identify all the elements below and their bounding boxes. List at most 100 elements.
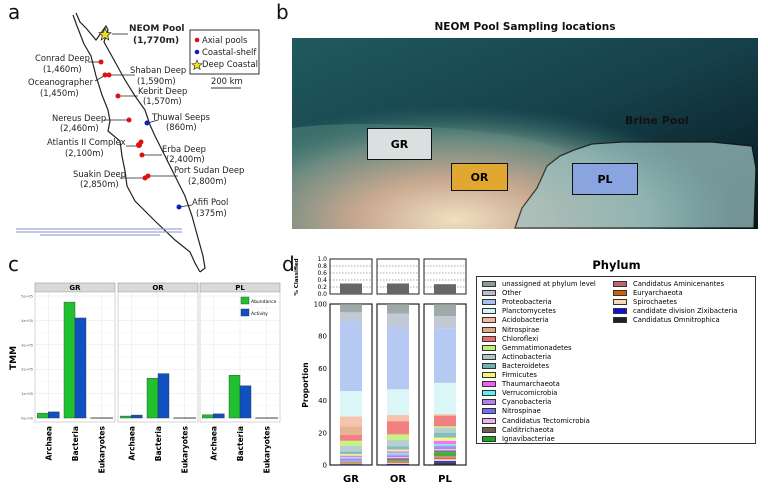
y-tick-label: 2e+05 [21,368,33,372]
stack-segment-OR-candidatus-tectomicrobia [387,456,409,459]
legend-label: Acidobacteria [502,316,549,325]
legend-label: Spirochaetes [633,298,678,307]
bar-GR-Archaea-abundance [37,412,49,419]
x-tick-label: Eukaryotes [98,425,107,473]
site-depth-port-sudan: (2,800m) [188,176,227,186]
top-y-tick-label: 0.6 [317,270,327,277]
stack-segment-PL-cyanobacteria [434,445,456,448]
legend-label: Gemmatimonadetes [502,343,572,352]
legend-label: Planctomycetes [502,307,556,316]
legend-item: Nitrospinae [482,407,541,415]
legend-item: Verrucomicrobia [482,389,557,397]
facet-label-PL: PL [235,284,245,292]
legend-label: Nitrospirae [502,325,540,334]
legend-item: unassigned at phylum level [482,280,596,288]
y-tick-label: 4e+05 [21,319,33,323]
star-icon [98,27,112,41]
stack-segment-PL-unassigned-at-phylum-level [434,304,456,317]
top-y-tick-label: 1.0 [317,256,327,263]
phylum-stacked-chart: % Classified Proportion 0.00.20.40.60.81.0… [294,256,467,485]
site-dot-erba [139,152,145,158]
legend-label: Proteobacteria [502,298,552,307]
site-dot-atlantis-2 [138,139,144,145]
stack-segment-GR-cyanobacteria [340,458,362,460]
legend-label: candidate division Zixibacteria [633,307,738,316]
legend-swatch [482,362,496,369]
panel-label-a: a [8,0,21,24]
stack-segment-PL-gemmatimonadetes [434,426,456,428]
coastline-west [72,14,201,273]
legend-label: Firmicutes [502,371,537,379]
legend-label: Bacteroidetes [502,361,549,370]
legend-item: Candidatus Omnitrophica [613,316,720,324]
site-name-shaban: Shaban Deep [130,65,187,75]
stack-segment-OR-proteobacteria [387,326,409,390]
legend-dot-axial [194,37,200,43]
site-name-thuwal: Thuwal Seeps [152,112,211,122]
legend-swatch [482,399,496,406]
stack-segment-GR-nitrospirae [340,426,362,435]
legend-item: Thaumarchaeota [482,380,560,388]
phylum-legend: unassigned at phylum level Other Proteobac… [476,276,756,444]
stack-segment-GR-candidatus-tectomicrobia [340,460,362,462]
stack-segment-GR-actinobacteria [340,446,362,452]
stack-segment-OR-candidatus-aminicenantes [387,460,409,463]
legend-item: Firmicutes [482,371,537,379]
site-dot-oceanographer [106,72,112,78]
bar-GR-Eukaryotes-abundance [90,417,102,419]
phylum-legend-title: Phylum [592,258,641,272]
legend-swatch [482,308,496,315]
bar-GR-Eukaryotes-activity [101,417,113,419]
stack-segment-PL-verrucomicrobia [434,444,456,446]
y-tick-label: 0e+00 [21,417,33,421]
legend-dot-coastal [194,49,200,55]
legend-swatch [482,326,496,333]
stack-segment-PL-thaumarchaeota [434,440,456,445]
stack-segment-GR-acidobacteria [340,416,362,427]
classified-bar-GR [340,283,362,294]
legend-swatch-activity [240,308,250,317]
legend-label: Candidatus Tectomicrobia [502,416,590,425]
x-tick-label: Bacteria [71,426,80,461]
stack-segment-GR-gemmatimonadetes [340,440,362,447]
scale-label: 200 km [211,76,243,86]
legend-label: Verrucomicrobia [502,389,558,398]
legend-item: Ignavibacteriae [482,435,555,443]
panel-label-c: c [8,252,19,276]
stack-segment-PL-euryarchaeota [434,457,456,460]
legend-swatch [482,426,496,433]
x-tick-label: Eukaryotes [263,425,272,473]
x-tick-label: Archaea [127,426,136,461]
x-tick-label: Bacteria [236,426,245,461]
stack-segment-GR-chloroflexi [340,434,362,441]
stack-segment-OR-actinobacteria [387,440,409,447]
bar-OR-Bacteria-activity [157,373,170,419]
y-tick-label: 20 [318,429,327,437]
facet-label-GR: GR [69,284,81,292]
stack-segment-OR-calditrichaeota [387,458,409,461]
legend-swatch [482,353,496,360]
stack-segment-OR-other [387,313,409,327]
bar-PL-Archaea-activity [213,413,225,419]
stack-segment-GR-unassigned-at-phylum-level [340,304,362,313]
legend-swatch [613,299,627,306]
stack-segment-OR-bacteroidetes [387,446,409,450]
site-depth-suakin: (2,850m) [80,179,119,189]
legend-swatch [482,417,496,424]
bar-PL-Archaea-abundance [202,414,214,419]
sample-box-or[interactable]: OR [451,163,508,191]
tmm-bar-chart: TMM 0e+00 1e+05 2e+05 3e+05 4e+05 5e+05 GR Archa… [9,282,281,473]
stack-segment-GR-calditrichaeota [340,461,362,463]
bar-OR-Bacteria-abundance [146,378,159,419]
sample-box-gr[interactable]: GR [367,128,432,160]
sample-box-pl[interactable]: PL [572,163,638,195]
site-markers [98,27,182,210]
stack-segment-OR-nitrospinae [387,455,409,457]
stack-segment-OR-firmicutes [387,449,409,452]
x-tick-label: Eukaryotes [181,425,190,473]
legend-item: Spirochaetes [613,298,677,306]
site-depth-kebrit: (1,570m) [143,96,182,106]
legend-item: Acidobacteria [482,316,549,324]
y-tick-label: 1e+05 [21,392,33,396]
legend-item: Actinobacteria [482,353,551,361]
